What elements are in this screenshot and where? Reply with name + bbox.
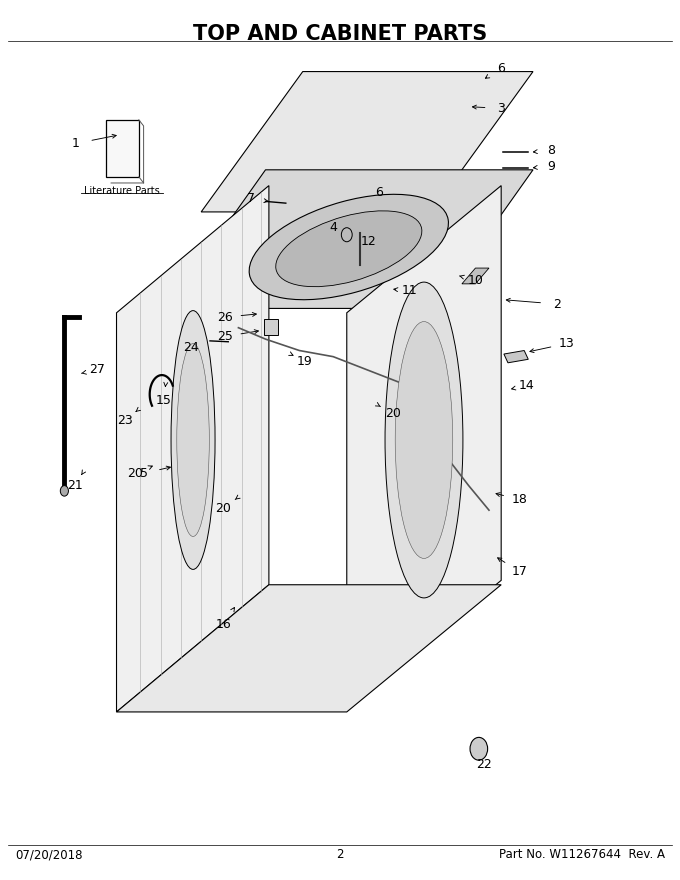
- Ellipse shape: [249, 194, 448, 300]
- Text: 5: 5: [139, 466, 148, 480]
- Text: Literature Parts: Literature Parts: [84, 186, 160, 195]
- Text: 16: 16: [216, 618, 231, 631]
- Ellipse shape: [385, 282, 463, 598]
- Text: 19: 19: [297, 355, 313, 368]
- Text: 21: 21: [67, 479, 82, 492]
- Text: 26: 26: [217, 311, 233, 324]
- Circle shape: [470, 737, 488, 760]
- Text: 20: 20: [216, 502, 231, 515]
- Text: 23: 23: [117, 414, 133, 427]
- Polygon shape: [167, 170, 533, 308]
- Polygon shape: [462, 268, 489, 284]
- Circle shape: [341, 228, 352, 242]
- Polygon shape: [116, 186, 269, 712]
- Polygon shape: [106, 120, 139, 177]
- Polygon shape: [504, 350, 528, 363]
- Polygon shape: [347, 186, 501, 708]
- Text: 4: 4: [329, 221, 337, 234]
- Text: 7: 7: [247, 192, 254, 205]
- Text: 20: 20: [385, 407, 401, 420]
- Ellipse shape: [276, 211, 422, 287]
- Text: 9: 9: [547, 160, 556, 172]
- Text: Part No. W11267644  Rev. A: Part No. W11267644 Rev. A: [499, 848, 665, 861]
- Text: 22: 22: [476, 758, 492, 771]
- Text: 13: 13: [559, 337, 575, 350]
- Text: 12: 12: [360, 235, 376, 248]
- Text: TOP AND CABINET PARTS: TOP AND CABINET PARTS: [193, 24, 487, 44]
- Circle shape: [61, 486, 69, 496]
- Text: 14: 14: [518, 379, 534, 392]
- Text: 15: 15: [156, 394, 172, 407]
- Text: 1: 1: [72, 137, 80, 150]
- Text: 6: 6: [497, 62, 505, 75]
- Text: 2: 2: [553, 297, 560, 311]
- Text: 27: 27: [90, 363, 105, 377]
- Polygon shape: [201, 71, 533, 212]
- Text: 8: 8: [547, 144, 556, 157]
- Text: 17: 17: [511, 565, 528, 578]
- Polygon shape: [116, 584, 501, 712]
- Ellipse shape: [171, 311, 215, 569]
- Ellipse shape: [395, 321, 453, 559]
- Text: 6: 6: [375, 187, 384, 199]
- Text: 25: 25: [217, 330, 233, 343]
- Text: 07/20/2018: 07/20/2018: [15, 848, 82, 861]
- Text: 20: 20: [128, 466, 143, 480]
- Text: 18: 18: [511, 493, 528, 506]
- Text: 2: 2: [336, 848, 344, 861]
- Polygon shape: [264, 319, 277, 334]
- Text: 24: 24: [183, 341, 199, 355]
- Text: 11: 11: [401, 284, 417, 297]
- Ellipse shape: [177, 343, 209, 537]
- Text: 10: 10: [468, 274, 483, 287]
- Text: 3: 3: [497, 102, 505, 115]
